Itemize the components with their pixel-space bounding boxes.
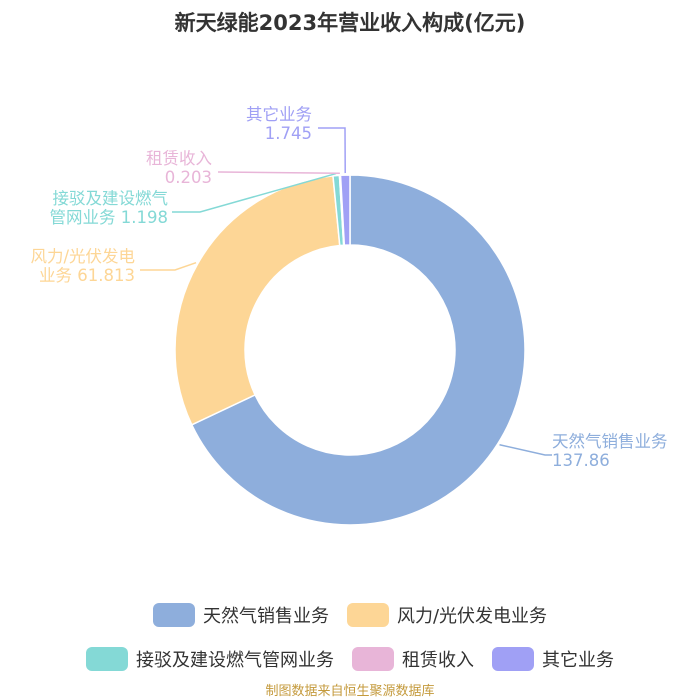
legend-label: 天然气销售业务 (202, 606, 329, 627)
slice-label: 0.203 (165, 168, 212, 187)
leader-line (499, 443, 552, 456)
legend-label: 其它业务 (542, 650, 614, 671)
slice-label: 管网业务 1.198 (50, 208, 168, 227)
slice-label: 业务 61.813 (39, 266, 135, 285)
slice-label: 1.745 (265, 124, 312, 143)
legend-label: 接驳及建设燃气管网业务 (136, 650, 334, 671)
legend-item[interactable]: 接驳及建设燃气管网业务 (86, 646, 334, 672)
chart-title: 新天绿能2023年营业收入构成(亿元) (175, 11, 526, 35)
legend-item[interactable]: 天然气销售业务 (152, 602, 329, 628)
slice-label: 租赁收入 (146, 149, 212, 168)
legend-row: 接驳及建设燃气管网业务 租赁收入 其它业务 (0, 644, 700, 674)
slice-label: 风力/光伏发电 (30, 247, 135, 266)
legend-swatch (492, 647, 534, 671)
legend-label: 风力/光伏发电业务 (396, 606, 548, 627)
leader-line (218, 171, 340, 175)
legend-item[interactable]: 租赁收入 (352, 646, 474, 672)
leader-line (172, 172, 337, 213)
pie-slices (174, 174, 526, 526)
legend: 天然气销售业务 风力/光伏发电业务 接驳及建设燃气管网业务 租赁收入 其它业务 (0, 600, 700, 688)
source-note: 制图数据来自恒生聚源数据库 (265, 684, 435, 699)
legend-label: 租赁收入 (402, 650, 474, 671)
leader-line (318, 127, 346, 174)
slice-label: 137.86 (552, 451, 610, 470)
legend-swatch (352, 647, 394, 671)
legend-swatch (152, 603, 195, 627)
legend-item[interactable]: 其它业务 (492, 646, 614, 672)
legend-row: 天然气销售业务 风力/光伏发电业务 (0, 600, 700, 630)
slice-label: 其它业务 (246, 105, 312, 124)
slice-label: 接驳及建设燃气 (53, 189, 169, 208)
legend-swatch (86, 647, 128, 671)
legend-swatch (346, 603, 389, 627)
pie-slice (339, 174, 351, 246)
pie-slice (190, 174, 526, 526)
leader-line (140, 261, 197, 271)
pie-slice (174, 175, 341, 426)
legend-item[interactable]: 风力/光伏发电业务 (346, 602, 548, 628)
slice-label: 天然气销售业务 (552, 432, 668, 451)
